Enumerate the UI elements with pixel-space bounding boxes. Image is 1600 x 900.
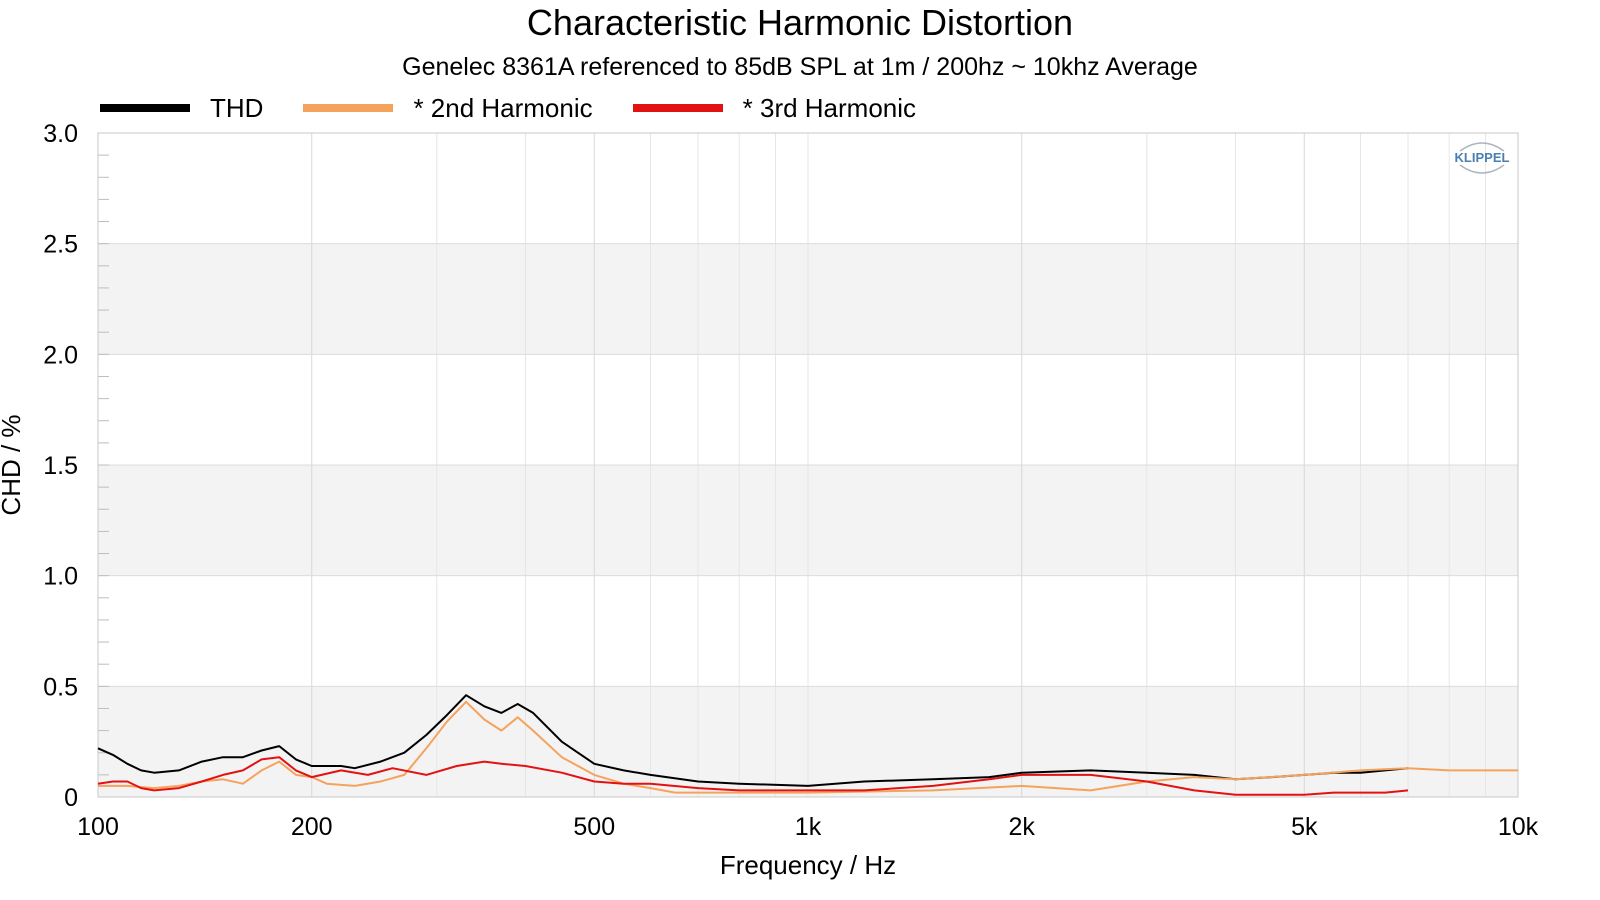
series-line-1: [98, 700, 1518, 794]
y-tick-label: 2.5: [43, 231, 78, 259]
legend-label-3rd-harmonic: * 3rd Harmonic: [742, 92, 917, 123]
x-tick-label: 10k: [1498, 813, 1539, 841]
x-tick-label: 5k: [1291, 813, 1318, 841]
legend-label-thd: THD: [210, 92, 264, 123]
y-axis-label: CHD / %: [0, 414, 26, 515]
legend-swatch-3rd-harmonic: [632, 104, 723, 112]
x-tick-label: 200: [291, 813, 333, 841]
legend-swatch-thd: [100, 104, 190, 112]
y-tick-label: 2.0: [43, 341, 78, 369]
x-tick-label: 2k: [1009, 813, 1036, 841]
y-tick-label: 3.0: [43, 120, 78, 148]
watermark-logo: KLIPPEL: [1455, 150, 1510, 165]
legend: THD * 2nd Harmonic * 3rd Harmonic: [100, 92, 956, 124]
legend-swatch-2nd-harmonic: [303, 104, 394, 112]
legend-item-3rd-harmonic: * 3rd Harmonic: [632, 92, 917, 124]
series-line-2: [97, 756, 1409, 796]
legend-label-2nd-harmonic: * 2nd Harmonic: [413, 92, 593, 123]
y-tick-label: 1.0: [43, 563, 78, 591]
legend-item-2nd-harmonic: * 2nd Harmonic: [303, 92, 593, 124]
series-line-0: [97, 694, 1409, 787]
watermark-arc-top: [1459, 142, 1505, 152]
watermark-arc-bottom: [1459, 164, 1505, 174]
y-tick-label: 0.5: [43, 673, 78, 701]
x-tick-label: 500: [573, 813, 615, 841]
x-tick-label: 100: [77, 813, 119, 841]
legend-item-thd: THD: [100, 93, 263, 124]
chart-subtitle: Genelec 8361A referenced to 85dB SPL at …: [402, 53, 1198, 81]
x-axis-label: Frequency / Hz: [720, 850, 896, 880]
plot-frame: [97, 132, 1519, 798]
y-tick-label: 0: [64, 784, 78, 812]
y-tick-label: 1.5: [43, 452, 78, 480]
chart-title: Characteristic Harmonic Distortion: [526, 2, 1074, 43]
x-tick-label: 1k: [795, 813, 822, 841]
